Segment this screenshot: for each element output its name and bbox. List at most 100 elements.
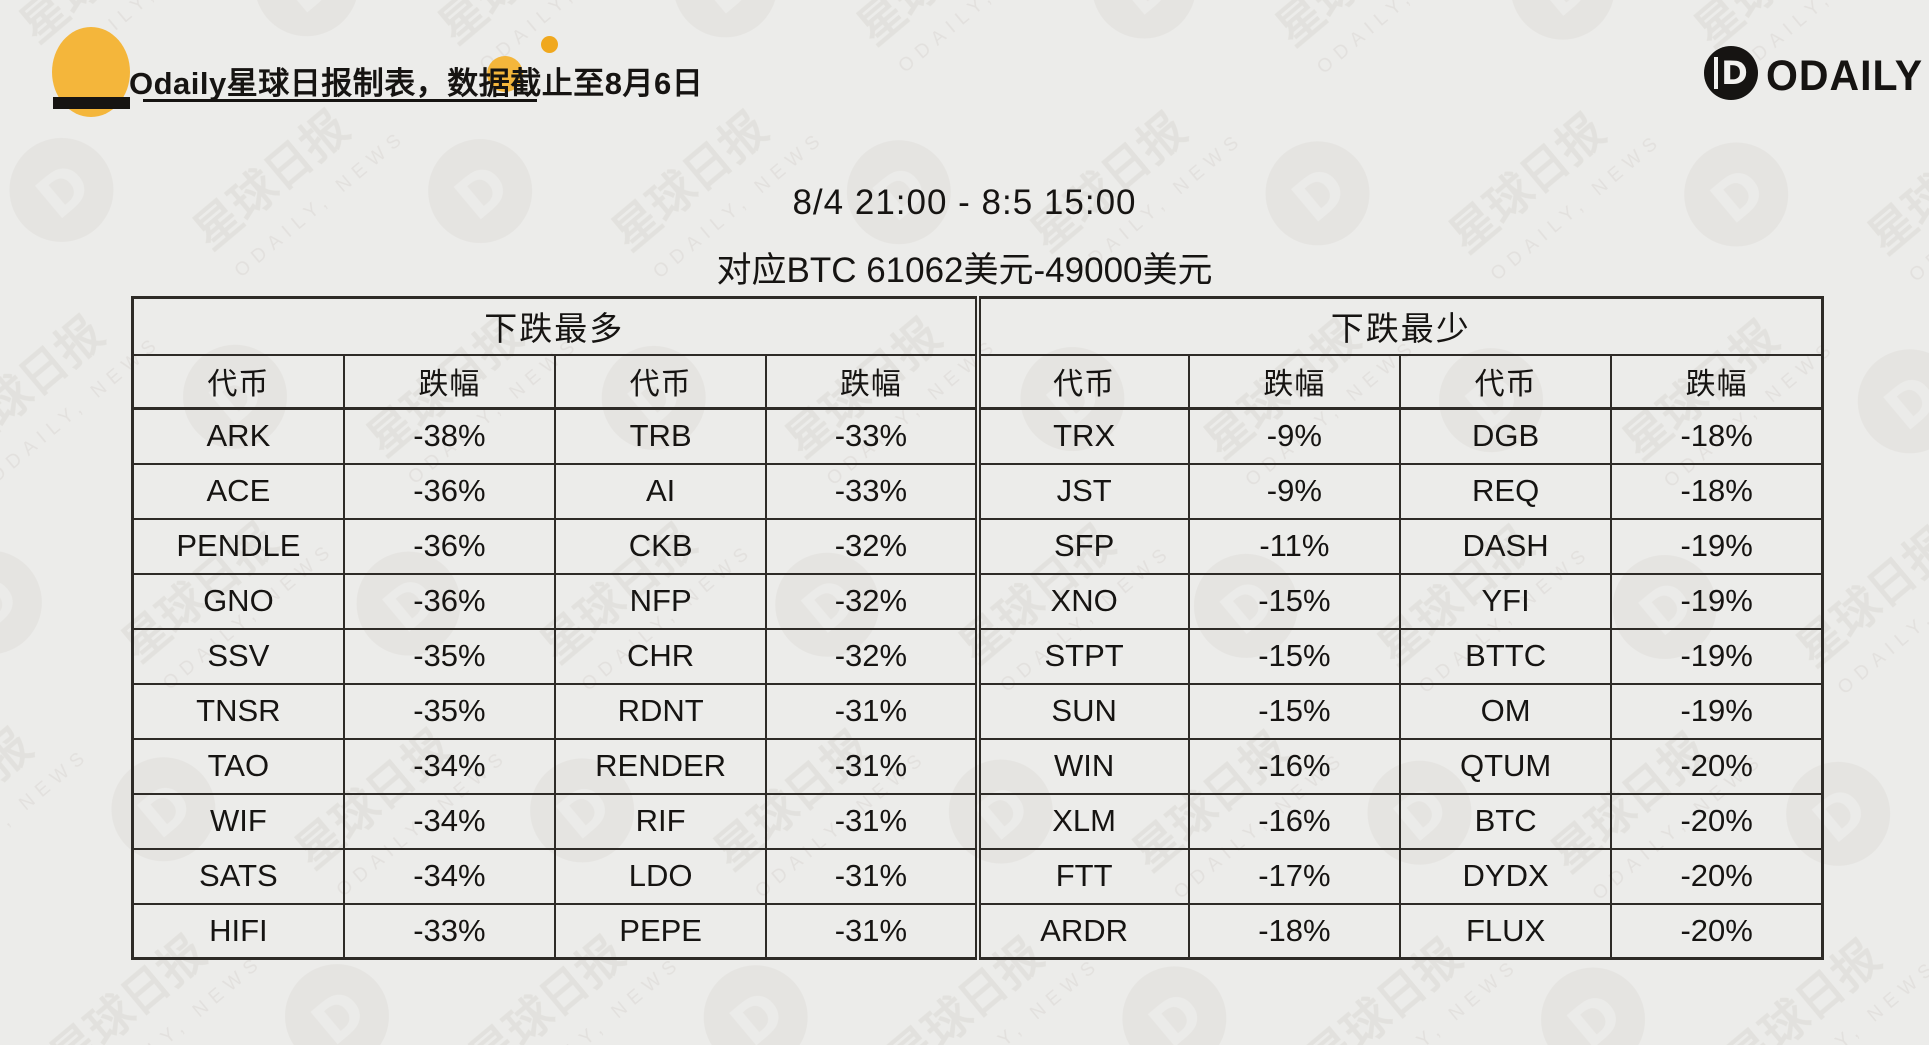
drop-pct-cell: -11% [1187, 517, 1402, 575]
drop-pct-cell: -15% [1187, 682, 1402, 740]
token-cell: TRB [553, 407, 768, 465]
table-row: TNSR -35% RDNT -31% SUN -15% OM -19% [131, 682, 1824, 740]
token-cell: BTC [1398, 792, 1613, 850]
token-cell: FLUX [1398, 902, 1613, 960]
col-header-token: 代币 [553, 353, 768, 410]
table-row: TAO -34% RENDER -31% WIN -16% QTUM -20% [131, 737, 1824, 795]
drop-pct-cell: -32% [765, 517, 979, 575]
drop-pct-cell: -32% [765, 627, 979, 685]
table-row: SSV -35% CHR -32% STPT -15% BTTC -19% [131, 627, 1824, 685]
col-header-token: 代币 [131, 353, 345, 410]
drop-pct-cell: -35% [342, 627, 557, 685]
token-cell: DYDX [1398, 847, 1613, 905]
token-cell: SSV [131, 627, 345, 685]
token-cell: STPT [974, 627, 1190, 685]
table-row: WIF -34% RIF -31% XLM -16% BTC -20% [131, 792, 1824, 850]
token-cell: FTT [974, 847, 1190, 905]
token-cell: ARDR [974, 902, 1190, 960]
table-row: GNO -36% NFP -32% XNO -15% YFI -19% [131, 572, 1824, 630]
table-row: ACE -36% AI -33% JST -9% REQ -18% [131, 462, 1824, 520]
drop-pct-cell: -34% [342, 847, 557, 905]
token-cell: GNO [131, 572, 345, 630]
col-header-token: 代币 [974, 353, 1190, 410]
token-cell: PEPE [553, 902, 768, 960]
token-cell: CKB [553, 517, 768, 575]
byline-underline [143, 99, 537, 102]
drop-pct-cell: -31% [765, 792, 979, 850]
odaily-logo-icon: D [1704, 46, 1758, 100]
drop-pct-cell: -16% [1187, 792, 1402, 850]
token-cell: QTUM [1398, 737, 1613, 795]
title-period: 8/4 21:00 - 8:5 15:00 [792, 183, 1137, 222]
token-cell: RDNT [553, 682, 768, 740]
token-cell: DASH [1398, 517, 1613, 575]
token-cell: WIN [974, 737, 1190, 795]
drop-pct-cell: -19% [1610, 627, 1824, 685]
token-cell: PENDLE [131, 517, 345, 575]
col-header-drop: 跌幅 [342, 353, 557, 410]
token-cell: TAO [131, 737, 345, 795]
drop-table: 下跌最多 下跌最少 代币 跌幅 代币 跌幅 代币 跌幅 代币 跌幅 ARK -38… [131, 296, 1824, 960]
drop-pct-cell: -15% [1187, 572, 1402, 630]
token-cell: RIF [553, 792, 768, 850]
token-cell: TNSR [131, 682, 345, 740]
token-cell: HIFI [131, 902, 345, 960]
column-header-row: 代币 跌幅 代币 跌幅 代币 跌幅 代币 跌幅 [131, 353, 1824, 410]
title-btc-range: 对应BTC 61062美元-49000美元 [716, 251, 1213, 290]
accent-dot [541, 36, 558, 53]
table-row: SATS -34% LDO -31% FTT -17% DYDX -20% [131, 847, 1824, 905]
drop-pct-cell: -19% [1610, 682, 1824, 740]
drop-pct-cell: -36% [342, 572, 557, 630]
drop-pct-cell: -17% [1187, 847, 1402, 905]
token-cell: BTTC [1398, 627, 1613, 685]
drop-pct-cell: -15% [1187, 627, 1402, 685]
token-cell: LDO [553, 847, 768, 905]
token-cell: OM [1398, 682, 1613, 740]
drop-pct-cell: -18% [1187, 902, 1402, 960]
drop-pct-cell: -18% [1610, 407, 1824, 465]
table-row: PENDLE -36% CKB -32% SFP -11% DASH -19% [131, 517, 1824, 575]
odaily-logo-glyph: D [1714, 57, 1748, 89]
drop-pct-cell: -20% [1610, 847, 1824, 905]
token-cell: CHR [553, 627, 768, 685]
drop-pct-cell: -16% [1187, 737, 1402, 795]
drop-pct-cell: -20% [1610, 737, 1824, 795]
token-cell: REQ [1398, 462, 1613, 520]
token-cell: NFP [553, 572, 768, 630]
drop-pct-cell: -31% [765, 847, 979, 905]
token-cell: RENDER [553, 737, 768, 795]
drop-pct-cell: -35% [342, 682, 557, 740]
token-cell: XNO [974, 572, 1190, 630]
token-cell: SUN [974, 682, 1190, 740]
section-header-row: 下跌最多 下跌最少 [131, 296, 1824, 356]
drop-pct-cell: -9% [1187, 462, 1402, 520]
drop-pct-cell: -31% [765, 902, 979, 960]
token-cell: AI [553, 462, 768, 520]
drop-pct-cell: -20% [1610, 902, 1824, 960]
brand-underline-block [53, 97, 130, 109]
drop-pct-cell: -31% [765, 682, 979, 740]
byline-text: Odaily星球日报制表，数据截止至8月6日 [129, 66, 704, 101]
token-cell: DGB [1398, 407, 1613, 465]
token-cell: SATS [131, 847, 345, 905]
col-header-drop: 跌幅 [1187, 353, 1402, 410]
drop-pct-cell: -19% [1610, 572, 1824, 630]
col-header-drop: 跌幅 [1610, 353, 1824, 410]
token-cell: JST [974, 462, 1190, 520]
token-cell: XLM [974, 792, 1190, 850]
drop-pct-cell: -33% [765, 407, 979, 465]
drop-pct-cell: -38% [342, 407, 557, 465]
token-cell: ARK [131, 407, 345, 465]
token-cell: SFP [974, 517, 1190, 575]
drop-pct-cell: -36% [342, 517, 557, 575]
drop-table-body: ARK -38% TRB -33% TRX -9% DGB -18% ACE -36% AI -33%… [131, 407, 1824, 960]
token-cell: TRX [974, 407, 1190, 465]
drop-pct-cell: -32% [765, 572, 979, 630]
token-cell: ACE [131, 462, 345, 520]
drop-pct-cell: -33% [342, 902, 557, 960]
drop-pct-cell: -19% [1610, 517, 1824, 575]
drop-pct-cell: -36% [342, 462, 557, 520]
drop-pct-cell: -33% [765, 462, 979, 520]
section-title-most-drop: 下跌最多 [131, 296, 979, 356]
drop-pct-cell: -34% [342, 792, 557, 850]
